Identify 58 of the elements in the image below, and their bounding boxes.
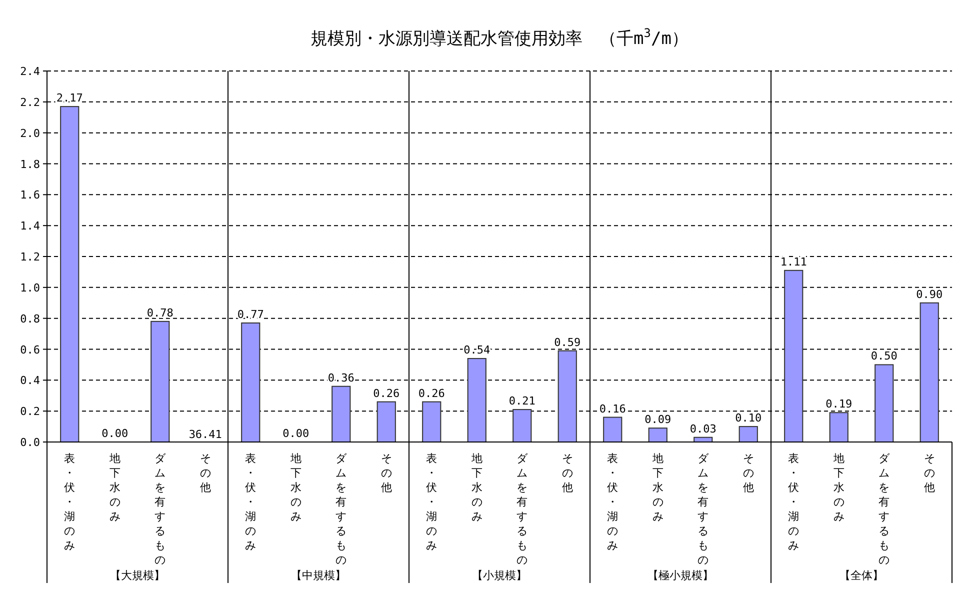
data-label: 1.11 <box>780 255 807 268</box>
data-label: 0.10 <box>735 412 762 425</box>
text: 【大規模】 <box>110 569 165 582</box>
data-label: 2.17 <box>56 92 83 105</box>
data-label: 0.50 <box>870 350 898 363</box>
data-label: 0.00 <box>282 427 310 440</box>
data-label: 0.21 <box>508 394 536 408</box>
y-tick-label: 1.8 <box>20 158 40 171</box>
y-tick-label: 1.0 <box>20 281 40 294</box>
data-label: 0.26 <box>418 386 445 400</box>
text: 【中規模】 <box>291 569 346 582</box>
data-label: 0.09 <box>644 413 672 426</box>
x-tick-label: 表・伏・湖のみ <box>788 452 800 552</box>
y-tick-label: 1.2 <box>20 250 40 264</box>
data-label: 0.90 <box>916 288 943 301</box>
x-tick-label: ダムを有するもの <box>698 452 710 566</box>
x-tick-label: 表・伏・湖のみ <box>245 452 256 552</box>
data-label: 0.78 <box>146 306 174 320</box>
text: 【全体】 <box>840 569 884 582</box>
data-label: 0.59 <box>554 336 581 349</box>
data-label: 0.03 <box>690 422 716 436</box>
x-tick-label: その他 <box>380 452 392 494</box>
data-label: 0.00 <box>102 427 128 440</box>
chart-title: 規模別・水源別導送配水管使用効率 （千m$^{3}$/m） <box>310 26 688 49</box>
x-tick-label: 表・伏・湖のみ <box>607 452 618 552</box>
x-tick-label: 地下水のみ <box>108 452 120 523</box>
x-tick-label: 地下水のみ <box>470 452 482 523</box>
y-tick-label: 0.2 <box>20 405 40 418</box>
data-label: 0.77 <box>237 308 264 321</box>
y-tick-label: 1.6 <box>20 188 40 202</box>
y-tick-label: 2.2 <box>20 96 40 109</box>
y-tick-label: 0.0 <box>20 436 40 449</box>
x-tick-label: その他 <box>924 452 935 494</box>
x-tick-label: ダムを有するもの <box>516 452 529 566</box>
x-tick-label: ダムを有するもの <box>878 452 891 566</box>
y-tick-label: 0.6 <box>20 343 40 356</box>
text: 36.41 <box>188 428 222 441</box>
x-tick-label: ダムを有するもの <box>336 452 348 566</box>
y-tick-label: 2.4 <box>20 65 40 78</box>
text: 【小規模】 <box>472 569 527 582</box>
x-tick-label: ダムを有するもの <box>154 452 167 566</box>
x-tick-label: 地下水のみ <box>651 452 664 523</box>
y-tick-label: 1.4 <box>20 220 40 233</box>
text: 【極小規模】 <box>648 569 714 582</box>
x-tick-label: 地下水のみ <box>832 452 844 523</box>
y-tick-label: 0.4 <box>20 374 40 388</box>
y-tick-label: 0.8 <box>20 312 40 326</box>
data-label: 0.54 <box>464 344 490 357</box>
x-tick-label: 地下水のみ <box>289 452 302 523</box>
data-label: 0.26 <box>373 386 400 400</box>
data-label: 0.19 <box>826 398 852 411</box>
x-tick-label: その他 <box>200 452 211 494</box>
data-label: 0.36 <box>328 371 354 384</box>
x-tick-label: その他 <box>562 452 573 494</box>
x-tick-label: 表・伏・湖のみ <box>426 452 438 552</box>
x-tick-label: その他 <box>742 452 754 494</box>
y-tick-label: 2.0 <box>20 126 40 140</box>
x-tick-label: 表・伏・湖のみ <box>64 452 76 552</box>
